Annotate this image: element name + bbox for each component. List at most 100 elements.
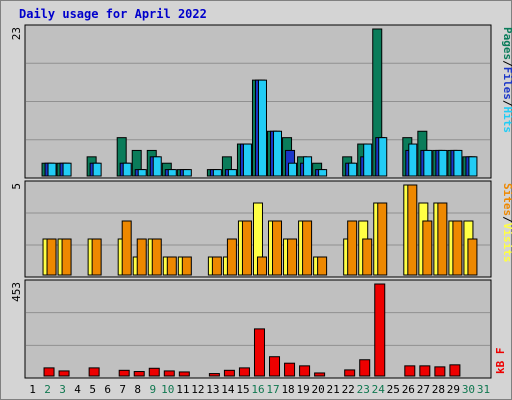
- hits-bar: [378, 137, 388, 177]
- kbytes-bar: [163, 370, 175, 377]
- x-tick-label: 23: [357, 383, 370, 396]
- legend-entry: Files: [501, 67, 512, 100]
- sites-bar: [46, 238, 57, 276]
- sites-bar: [121, 220, 132, 276]
- kbytes-bar: [299, 365, 311, 377]
- x-tick-label: 6: [104, 383, 111, 396]
- x-tick-label: 5: [89, 383, 96, 396]
- x-tick-label: 27: [417, 383, 430, 396]
- x-tick-label: 21: [327, 383, 340, 396]
- sites-bar: [362, 238, 373, 276]
- sites-bar: [467, 238, 478, 276]
- legend-entry: Sites: [501, 183, 512, 216]
- sites-bar: [377, 202, 388, 276]
- y-max-label: 5: [10, 183, 23, 190]
- sites-bar: [136, 238, 147, 276]
- x-tick-label: 22: [342, 383, 355, 396]
- kbytes-bar: [419, 365, 431, 377]
- sites-bar: [437, 202, 448, 276]
- hits-bar: [257, 79, 267, 177]
- x-tick-label: 30: [462, 383, 475, 396]
- kbytes-bar: [449, 364, 461, 377]
- x-tick-label: 24: [372, 383, 386, 396]
- hits-bar: [363, 143, 373, 177]
- hits-bar: [318, 169, 328, 177]
- kbytes-bar: [284, 362, 296, 377]
- x-tick-label: 29: [447, 383, 460, 396]
- x-tick-label: 2: [44, 383, 51, 396]
- x-tick-label: 17: [266, 383, 279, 396]
- legend-entry: /: [501, 216, 512, 223]
- middle-series-label: Sites/Visits: [501, 183, 512, 263]
- x-tick-label: 3: [59, 383, 66, 396]
- legend-entry: F: [494, 348, 507, 361]
- x-tick-label: 31: [477, 383, 490, 396]
- legend-entry: /: [501, 100, 512, 107]
- sites-bar: [317, 256, 328, 276]
- legend-entry: Hits: [501, 107, 512, 134]
- x-tick-label: 14: [221, 383, 235, 396]
- bottom-series-label: kB F: [494, 348, 507, 375]
- kbytes-bar: [253, 328, 265, 377]
- x-tick-label: 11: [176, 383, 189, 396]
- kbytes-bar: [314, 372, 326, 377]
- sites-bar: [287, 238, 298, 276]
- kbytes-bar: [223, 369, 235, 377]
- sites-bar: [151, 238, 162, 276]
- sites-bar: [347, 220, 358, 276]
- x-tick-label: 4: [74, 383, 81, 396]
- kbytes-bar: [178, 371, 190, 377]
- sites-bar: [272, 220, 283, 276]
- sites-bar: [61, 238, 72, 276]
- kbytes-bar: [88, 367, 100, 377]
- kbytes-bar: [434, 366, 446, 377]
- sites-bar: [166, 256, 177, 276]
- sites-bar: [422, 220, 433, 276]
- hits-bar: [273, 130, 283, 177]
- hits-bar: [423, 149, 433, 177]
- x-tick-label: 25: [387, 383, 400, 396]
- kbytes-bar: [269, 356, 281, 377]
- x-tick-label: 20: [312, 383, 325, 396]
- hits-bar: [303, 156, 313, 177]
- sites-bar: [452, 220, 463, 276]
- hits-bar: [227, 169, 237, 177]
- sites-bar: [302, 220, 313, 276]
- hits-bar: [92, 162, 102, 177]
- x-tick-label: 8: [134, 383, 141, 396]
- kbytes-bar: [133, 371, 145, 377]
- kbytes-bar: [374, 283, 386, 377]
- hits-bar: [182, 169, 192, 177]
- kbytes-bar: [118, 369, 130, 377]
- sites-bar: [256, 256, 267, 276]
- sites-bar: [181, 256, 192, 276]
- kbytes-bar: [344, 369, 356, 377]
- kbytes-bar: [404, 365, 416, 377]
- hits-bar: [468, 156, 478, 177]
- legend-entry: Visits: [501, 223, 512, 263]
- x-tick-label: 10: [161, 383, 174, 396]
- hits-bar: [212, 169, 222, 177]
- kbytes-bar: [208, 373, 220, 377]
- top-series-label: Pages/Files/Hits: [501, 27, 512, 133]
- x-tick-label: 13: [206, 383, 219, 396]
- hits-bar: [288, 162, 298, 177]
- kbytes-bar: [359, 359, 371, 377]
- kbytes-bar: [148, 367, 160, 377]
- hits-bar: [152, 156, 162, 177]
- hits-bar: [62, 162, 72, 177]
- x-tick-label: 28: [432, 383, 445, 396]
- kbytes-bar: [58, 370, 70, 377]
- hits-bar: [137, 169, 147, 177]
- y-max-label: 453: [10, 282, 23, 302]
- x-tick-label: 9: [149, 383, 156, 396]
- hits-bar: [122, 162, 132, 177]
- y-max-label: 23: [10, 27, 23, 40]
- hits-bar: [242, 143, 252, 177]
- legend-entry: Pages: [501, 27, 512, 60]
- kbytes-bar: [43, 367, 55, 377]
- x-tick-label: 7: [119, 383, 126, 396]
- sites-bar: [407, 184, 418, 276]
- hits-bar: [453, 149, 463, 177]
